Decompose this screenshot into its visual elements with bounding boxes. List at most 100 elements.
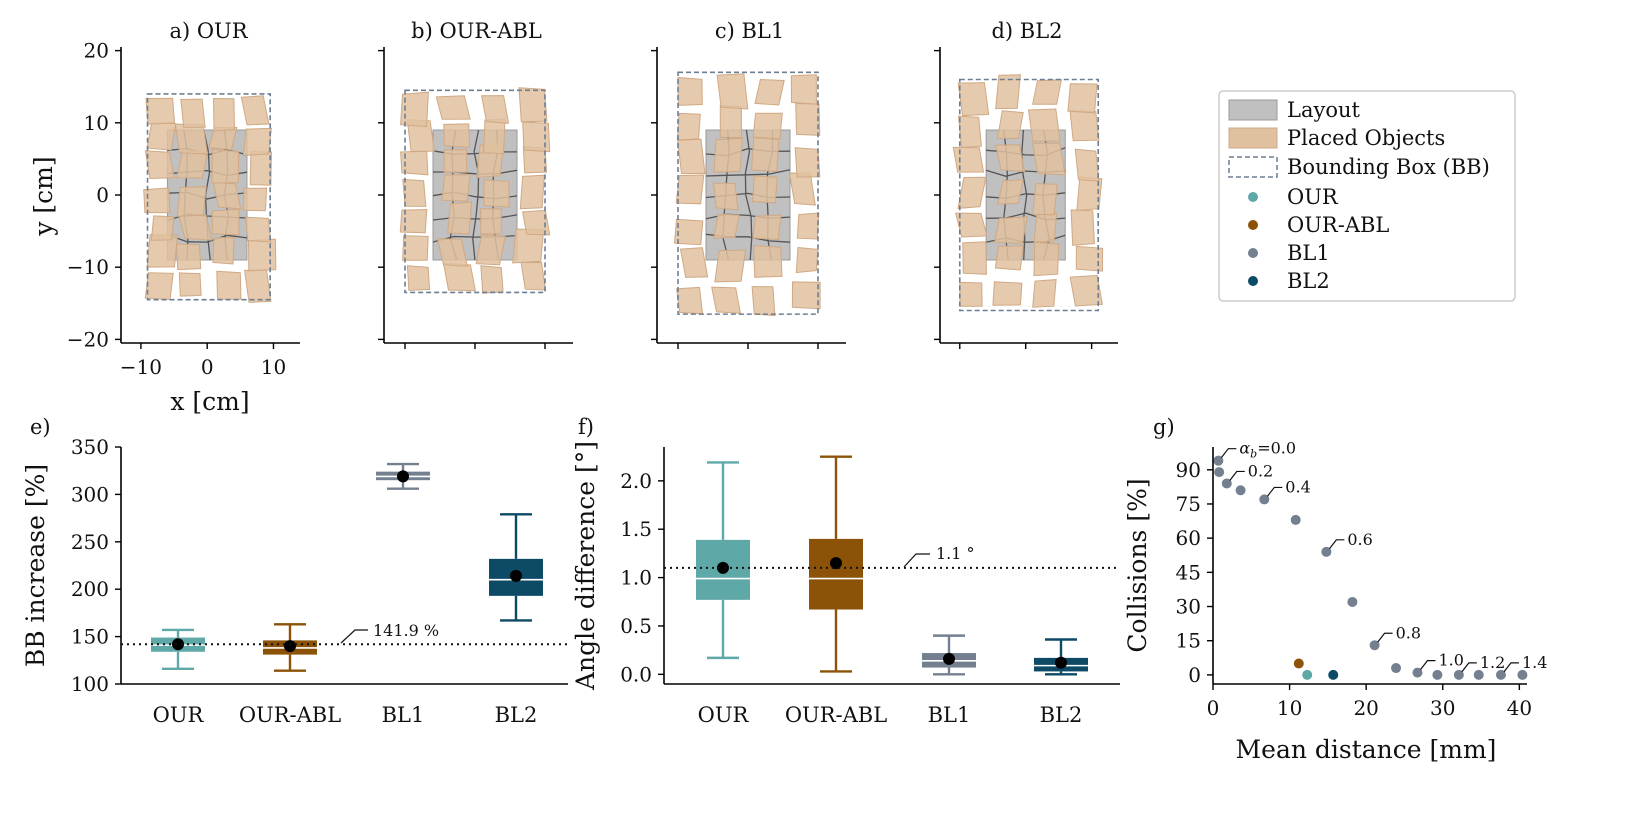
- placed-object: [174, 123, 208, 155]
- y-tick-label: 90: [1176, 458, 1201, 482]
- annotation-leader: [1503, 662, 1519, 673]
- placed-object: [1074, 148, 1100, 182]
- annotation-label: 0.4: [1285, 477, 1310, 496]
- placed-object: [447, 201, 473, 235]
- legend-label: BL1: [1287, 241, 1330, 265]
- placed-object: [713, 137, 743, 173]
- placed-object: [242, 127, 272, 157]
- placed-object: [677, 76, 703, 106]
- panel-shapes-layer: [143, 71, 1528, 680]
- placed-object: [145, 97, 176, 125]
- annotation-label: 0.6: [1347, 530, 1372, 549]
- legend-marker: [1248, 192, 1258, 202]
- placed-object: [1032, 142, 1066, 176]
- y-tick-label: 75: [1176, 492, 1201, 516]
- placed-object: [1033, 241, 1060, 277]
- layout-crack-line: [432, 214, 518, 221]
- layout-crack-line: [705, 169, 791, 177]
- y-tick-label: 100: [71, 672, 109, 696]
- axes-layer: [115, 47, 1527, 690]
- placed-object: [176, 186, 207, 218]
- data-point-BL2: [1328, 669, 1339, 680]
- placed-object: [480, 265, 504, 294]
- placed-object: [752, 245, 783, 278]
- placed-object: [993, 216, 1028, 244]
- box-OUR-ABL: [809, 538, 863, 610]
- x-tick-label: 0: [1207, 696, 1220, 720]
- placed-object: [244, 216, 272, 243]
- y-tick-label: 45: [1176, 560, 1201, 584]
- placed-object: [1067, 83, 1098, 114]
- annotation-label: αb=0.0: [1239, 439, 1296, 461]
- x-tick-label: 30: [1430, 696, 1455, 720]
- placed-object: [962, 241, 987, 275]
- placed-object: [244, 268, 272, 303]
- data-point-BL1: [1321, 546, 1332, 557]
- x-axis-label: Mean distance [mm]: [1236, 735, 1497, 764]
- panel-title: b) OUR-ABL: [411, 19, 542, 43]
- y-axis-label: Angle difference [°]: [571, 441, 600, 691]
- placed-object: [242, 187, 268, 212]
- data-point-BL1: [1369, 640, 1380, 651]
- data-point-BL1: [1214, 467, 1225, 478]
- placed-object: [441, 174, 471, 202]
- mean-marker: [284, 640, 296, 653]
- x-tick-label: 10: [261, 355, 286, 379]
- placed-object: [1033, 212, 1058, 244]
- placed-object: [402, 178, 427, 207]
- panel-title: d) BL2: [991, 19, 1062, 43]
- annotation-label: 0.8: [1396, 623, 1421, 642]
- annotation-label: 1.4: [1522, 653, 1547, 672]
- y-tick-label: 0: [96, 183, 109, 207]
- reference-leader: [903, 553, 930, 568]
- placed-object: [475, 234, 506, 266]
- layout-crack-line: [167, 234, 248, 243]
- mean-marker: [1055, 656, 1067, 669]
- y-tick-label: 30: [1176, 595, 1201, 619]
- y-tick-label: 0.0: [620, 662, 652, 686]
- placed-object: [240, 95, 270, 126]
- data-point-BL1: [1432, 669, 1443, 680]
- placed-object: [958, 115, 982, 148]
- placed-object: [751, 137, 780, 172]
- x-axis-label: x [cm]: [170, 387, 249, 416]
- legend-swatch-layout: [1228, 99, 1278, 121]
- placed-object: [482, 118, 506, 155]
- placed-object: [443, 123, 471, 149]
- placed-object: [994, 245, 1024, 271]
- placed-object: [752, 214, 782, 241]
- annotation-leader: [1377, 632, 1393, 643]
- y-tick-label: 2.0: [620, 469, 652, 493]
- legend-swatch-bb: [1228, 156, 1278, 178]
- legend-frame: [1218, 90, 1516, 302]
- legend-label: Bounding Box (BB): [1287, 155, 1490, 179]
- placed-object: [480, 95, 510, 124]
- y-tick-label: −10: [67, 255, 109, 279]
- placed-object: [178, 272, 202, 297]
- data-point-BL1: [1495, 669, 1506, 680]
- placed-object: [676, 112, 701, 141]
- placed-object: [1069, 109, 1100, 142]
- placed-object: [791, 281, 821, 310]
- data-point-OUR: [1302, 669, 1313, 680]
- placed-object: [144, 150, 175, 180]
- placed-object: [751, 175, 778, 204]
- x-tick-label: OUR-ABL: [785, 703, 887, 727]
- y-tick-label: 350: [71, 435, 109, 459]
- placed-object: [997, 179, 1024, 205]
- placed-object: [795, 102, 821, 136]
- placed-object: [959, 281, 983, 307]
- legend-label: Layout: [1287, 98, 1360, 122]
- data-point-BL1: [1347, 596, 1358, 607]
- x-tick-label: BL1: [382, 703, 425, 727]
- y-axis-label: BB increase [%]: [21, 464, 50, 667]
- placed-object: [180, 98, 206, 128]
- placed-object: [249, 150, 273, 186]
- annotation-label: 1.0: [1438, 651, 1463, 670]
- y-tick-label: 60: [1176, 526, 1201, 550]
- placed-object: [992, 281, 1023, 306]
- legend-marker: [1248, 276, 1258, 286]
- placed-object: [952, 146, 985, 173]
